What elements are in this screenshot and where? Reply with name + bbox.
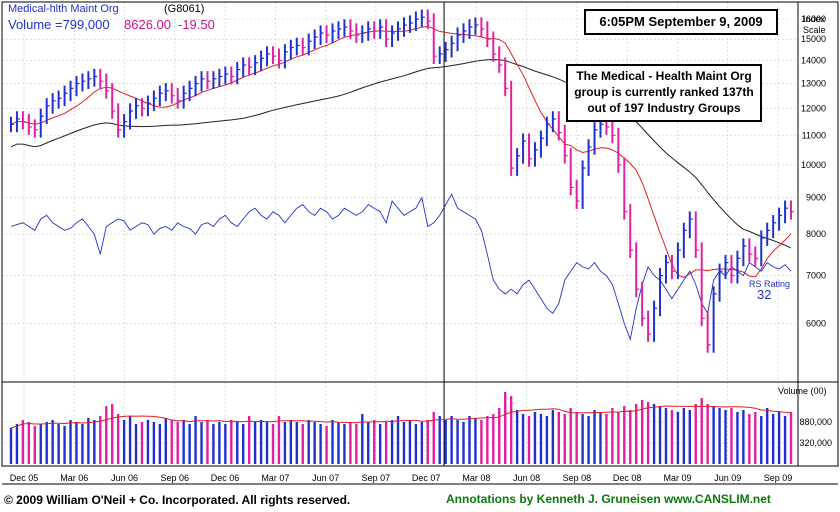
y-tick-label: 12000 xyxy=(801,103,826,113)
y-tick-label: 14000 xyxy=(801,56,826,66)
x-tick-label: Dec 07 xyxy=(412,473,441,483)
rank-annotation-box: The Medical - Health Maint Org group is … xyxy=(566,64,762,122)
y-tick-label: 6000 xyxy=(806,318,826,328)
x-tick-label: Sep 09 xyxy=(764,473,793,483)
x-tick-label: Mar 06 xyxy=(60,473,88,483)
x-tick-label: Mar 07 xyxy=(261,473,289,483)
volume-panel-frame xyxy=(1,381,839,467)
x-axis-ticks: Dec 05 Mar 06 Jun 06 Sep 06 Dec 06 Mar 07 Jun … xyxy=(10,473,793,483)
price-bars xyxy=(9,9,795,353)
y-tick-label: 8000 xyxy=(806,229,826,239)
y-tick-label: 10000 xyxy=(801,160,826,170)
x-tick-label: Sep 06 xyxy=(161,473,190,483)
x-tick-label: Jun 08 xyxy=(513,473,540,483)
timestamp-box: 6:05PM September 9, 2009 xyxy=(584,9,778,35)
annotation-credit: Annotations by Kenneth J. Gruneisen www.… xyxy=(446,492,771,506)
volume-axis-label: Volume (00) xyxy=(778,386,827,396)
x-tick-label: Jun 07 xyxy=(312,473,339,483)
volume-tick-label: 880,000 xyxy=(799,417,832,427)
x-tick-label: Sep 08 xyxy=(563,473,592,483)
price-readout: 8626.00 xyxy=(124,17,171,32)
moving-average-long-line xyxy=(10,59,792,249)
x-tick-label: Dec 06 xyxy=(211,473,240,483)
x-tick-label: Sep 07 xyxy=(362,473,391,483)
rs-rating-value: 32 xyxy=(757,287,772,302)
relative-strength-line xyxy=(10,193,792,341)
index-scale-label: Index Scale xyxy=(803,14,826,35)
y-tick-label: 16000 xyxy=(801,14,826,24)
x-tick-label: Mar 09 xyxy=(663,473,691,483)
volume-readout: Volume =799,000 xyxy=(8,17,110,32)
y-tick-label: 9000 xyxy=(806,193,826,203)
rs-rating-label: RS Rating xyxy=(749,279,791,289)
change-readout: -19.50 xyxy=(178,17,215,32)
x-tick-label: Jun 09 xyxy=(714,473,741,483)
y-tick-label: 13000 xyxy=(801,79,826,89)
moving-average-long xyxy=(10,59,792,249)
x-tick-label: Jun 06 xyxy=(111,473,138,483)
volume-tick-label: 320,000 xyxy=(799,438,832,448)
y-tick-label: 11000 xyxy=(802,130,826,140)
y-tick-label: 7000 xyxy=(806,271,826,281)
price-panel-frame xyxy=(1,1,839,383)
copyright-text: © 2009 William O'Neil + Co. Incorporated… xyxy=(4,493,351,507)
y-axis-ticks: 6000 7000 8000 9000 10000 11000 12000 13000 1400… xyxy=(801,14,826,328)
y-tick-label: 15000 xyxy=(801,34,826,44)
volume-bars xyxy=(9,392,793,464)
volume-moving-average xyxy=(10,405,792,429)
x-tick-label: Dec 05 xyxy=(10,473,39,483)
volume-axis-ticks: 880,000 320,000 xyxy=(799,417,832,448)
x-tick-label: Mar 08 xyxy=(462,473,490,483)
relative-strength xyxy=(10,193,792,341)
group-code: (G8061) xyxy=(164,3,205,15)
x-tick-label: Dec 08 xyxy=(613,473,642,483)
group-name: Medical-hlth Maint Org xyxy=(8,3,119,15)
